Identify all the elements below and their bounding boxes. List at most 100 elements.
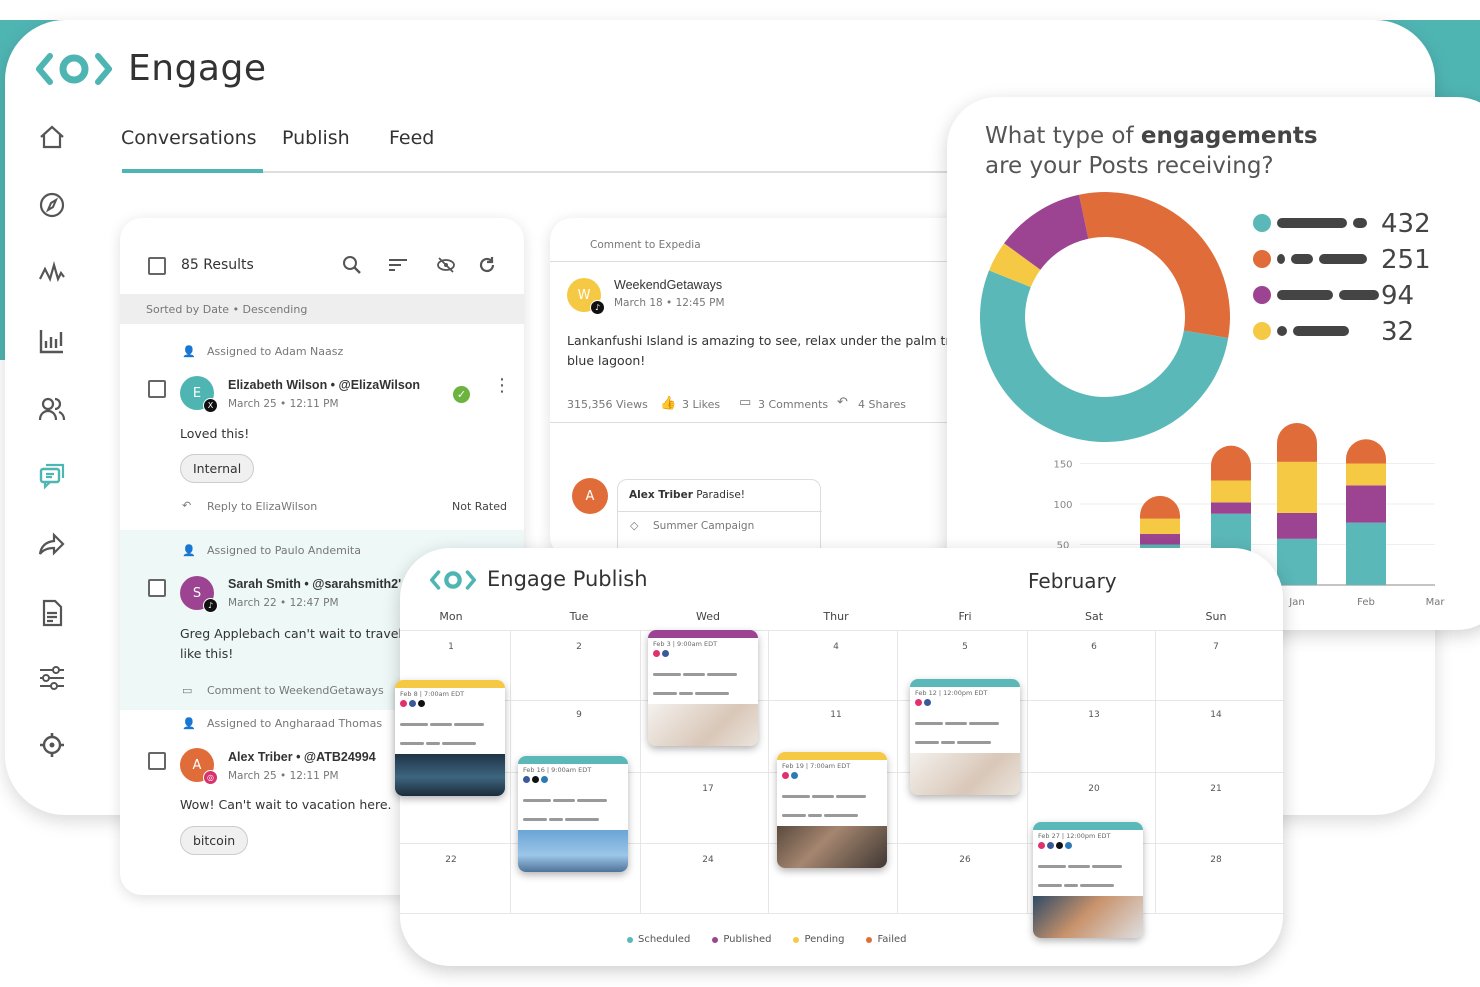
legend-pending: Pending: [793, 934, 844, 945]
day-number[interactable]: 4: [833, 642, 839, 652]
conversation-checkbox[interactable]: [148, 752, 166, 770]
calendar-col-line: [1027, 630, 1028, 913]
status-bar: [648, 630, 758, 638]
compass-icon[interactable]: [36, 189, 68, 221]
post-time: Feb 16 | 9:00am EDT: [523, 766, 592, 774]
scheduled-post-card[interactable]: Feb 16 | 9:00am EDT 🗑 ▯ ✎: [518, 756, 628, 872]
legend-failed: Failed: [866, 934, 906, 945]
calendar-row-line: [400, 913, 1283, 914]
comment-icon: ▭: [739, 395, 752, 410]
activity-icon[interactable]: [36, 256, 68, 288]
avatar: A: [572, 478, 608, 514]
search-icon[interactable]: [342, 255, 362, 275]
reply-link[interactable]: Reply to ElizaWilson: [207, 500, 318, 513]
legend-placeholder-bar: [1277, 218, 1347, 228]
weekday-header: Fri: [958, 610, 972, 623]
day-number[interactable]: 22: [445, 855, 457, 865]
day-number[interactable]: 13: [1088, 710, 1100, 720]
avatar: A ◎: [180, 748, 218, 785]
sort-icon[interactable]: [388, 257, 408, 273]
scheduled-post-card[interactable]: Feb 12 | 12:00pm EDT 🗑 ▯ ✎: [910, 679, 1020, 795]
chat-icon[interactable]: [36, 461, 68, 493]
post-image: [395, 754, 505, 796]
campaign-tag[interactable]: Summer Campaign: [653, 520, 755, 532]
avatar: S ♪: [180, 576, 218, 613]
bar-segment: [1277, 423, 1317, 462]
linkedin-icon: [791, 772, 798, 779]
bar-segment: [1346, 522, 1386, 585]
likes-count[interactable]: 3 Likes: [682, 398, 721, 411]
day-number[interactable]: 17: [702, 784, 714, 794]
timestamp: March 25 • 12:11 PM: [228, 398, 339, 410]
x-icon: X: [203, 398, 218, 413]
day-number[interactable]: 28: [1210, 855, 1222, 865]
tab-publish[interactable]: Publish: [282, 127, 350, 149]
hide-icon[interactable]: [436, 256, 456, 274]
gear-icon[interactable]: [36, 729, 68, 761]
legend-value: 32: [1381, 317, 1414, 347]
day-number[interactable]: 20: [1088, 784, 1100, 794]
scheduled-post-card[interactable]: Feb 27 | 12:00pm EDT 🗑 ▯ ✎: [1033, 822, 1143, 938]
comments-count[interactable]: 3 Comments: [758, 398, 829, 411]
sliders-icon[interactable]: [36, 662, 68, 694]
day-number[interactable]: 24: [702, 855, 714, 865]
instagram-icon: [400, 700, 407, 707]
status-bar: [910, 679, 1020, 687]
weekday-header: Tue: [569, 610, 589, 623]
avatar: W ♪: [567, 278, 605, 315]
calendar-month[interactable]: February: [1028, 569, 1117, 593]
day-number[interactable]: 6: [1091, 642, 1097, 652]
legend-dot: [1253, 250, 1271, 268]
tag-chip[interactable]: Internal: [180, 454, 255, 483]
x-icon: [532, 776, 539, 783]
shares-count[interactable]: 4 Shares: [858, 398, 906, 411]
facebook-icon: [662, 650, 669, 657]
day-number[interactable]: 14: [1210, 710, 1222, 720]
day-number[interactable]: 1: [448, 642, 454, 652]
tag-chip[interactable]: bitcoin: [180, 826, 249, 855]
select-all-checkbox[interactable]: [148, 257, 166, 275]
refresh-icon[interactable]: [477, 255, 497, 275]
day-number[interactable]: 21: [1210, 784, 1222, 794]
assigned-label: Assigned to Paulo Andemita: [207, 544, 361, 557]
users-icon[interactable]: [36, 393, 68, 425]
day-number[interactable]: 5: [962, 642, 968, 652]
home-icon[interactable]: [36, 121, 68, 153]
scheduled-post-card[interactable]: Feb 3 | 9:00am EDT 🗑 ▯ ✎: [648, 630, 758, 746]
assigned-label: Assigned to Adam Naasz: [207, 345, 344, 358]
assigned-label: Assigned to Angharaad Thomas: [207, 717, 383, 730]
more-options-icon[interactable]: ⋮: [493, 375, 511, 396]
network-icons: [777, 772, 887, 781]
status-bar: [395, 680, 505, 688]
conversation-checkbox[interactable]: [148, 380, 166, 398]
post-image: [777, 826, 887, 868]
day-number[interactable]: 2: [576, 642, 582, 652]
share-icon[interactable]: [36, 529, 68, 561]
day-number[interactable]: 9: [576, 710, 582, 720]
day-number[interactable]: 7: [1213, 642, 1219, 652]
day-number[interactable]: 26: [959, 855, 971, 865]
bar-segment: [1211, 502, 1251, 514]
bar-segment: [1211, 445, 1251, 481]
author-name: Sarah Smith • @sarahsmith2': [228, 577, 402, 591]
conversation-checkbox[interactable]: [148, 579, 166, 597]
bar-chart-icon[interactable]: [36, 325, 68, 357]
user-plus-icon: 👤: [182, 544, 196, 557]
calendar-col-line: [640, 630, 641, 913]
weekday-header: Thur: [823, 610, 849, 623]
post-image: [1033, 896, 1143, 938]
document-icon[interactable]: [36, 597, 68, 629]
tab-feed[interactable]: Feed: [389, 127, 435, 149]
status-legend: Scheduled Published Pending Failed: [627, 934, 906, 945]
legend-placeholder-bar: [1293, 326, 1349, 336]
sort-label: Sorted by Date • Descending: [146, 303, 308, 316]
day-number[interactable]: 11: [830, 710, 842, 720]
tab-conversations[interactable]: Conversations: [121, 127, 257, 149]
text-placeholder: [777, 781, 887, 823]
scheduled-post-card[interactable]: Feb 19 | 7:00am EDT 🗑 ▯ ✎: [777, 752, 887, 868]
bar-segment: [1277, 461, 1317, 513]
legend-scheduled: Scheduled: [627, 934, 690, 945]
calendar-row-line: [400, 630, 1283, 631]
legend-placeholder-bar: [1291, 254, 1313, 264]
scheduled-post-card[interactable]: Feb 8 | 7:00am EDT 🗑 ▯ ✎: [395, 680, 505, 796]
